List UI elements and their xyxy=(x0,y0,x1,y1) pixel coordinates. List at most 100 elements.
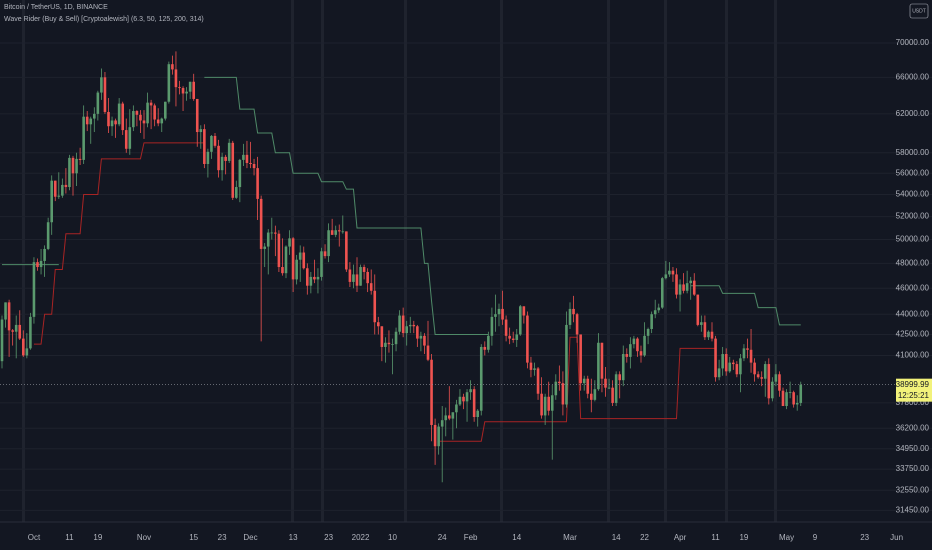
candle-body xyxy=(355,274,359,286)
stripe xyxy=(22,0,25,522)
candle-body xyxy=(25,348,29,356)
candle-body xyxy=(685,283,689,291)
candle-body xyxy=(50,180,53,223)
candle-body xyxy=(572,308,575,315)
candle-body xyxy=(327,230,330,257)
candle-body xyxy=(604,378,607,388)
candle-body xyxy=(426,345,430,360)
candle-body xyxy=(590,393,593,400)
candle-body xyxy=(487,335,490,350)
y-tick-label: 54000.00 xyxy=(896,190,930,199)
y-tick-label: 58000.00 xyxy=(896,148,930,157)
candle-body xyxy=(401,315,405,334)
candle-body xyxy=(114,120,117,125)
y-tick-label: 46000.00 xyxy=(896,283,930,292)
x-tick-label: 23 xyxy=(218,533,227,542)
candle-body xyxy=(760,377,763,379)
candle-body xyxy=(107,111,110,127)
stripe xyxy=(607,0,610,522)
candle-body xyxy=(252,163,256,169)
x-tick-label: 9 xyxy=(813,533,818,542)
candle-body xyxy=(142,120,146,124)
x-tick-label: 11 xyxy=(711,533,720,542)
candle-body xyxy=(43,248,46,261)
candle-body xyxy=(213,135,217,146)
candle-body xyxy=(508,335,511,339)
candle-body xyxy=(700,322,703,325)
candle-body xyxy=(235,187,238,198)
candle-body xyxy=(494,314,497,317)
candle-body xyxy=(735,364,739,375)
stripe xyxy=(725,0,728,522)
stripe xyxy=(404,0,407,522)
y-tick-label: 56000.00 xyxy=(896,168,930,177)
candle-body xyxy=(607,387,611,389)
chart-title: Bitcoin / TetherUS, 1D, BINANCE xyxy=(4,4,108,11)
x-tick-label: 24 xyxy=(438,533,447,542)
candle-body xyxy=(462,396,465,402)
candle-body xyxy=(242,154,245,160)
candle-body xyxy=(437,426,440,447)
x-tick-label: Oct xyxy=(28,533,41,542)
candle-body xyxy=(526,315,529,363)
candle-body xyxy=(96,92,100,114)
y-tick-label: 36200.00 xyxy=(896,423,930,432)
candle-body xyxy=(64,184,68,188)
candle-body xyxy=(547,396,550,411)
candle-body xyxy=(369,283,373,291)
candle-body xyxy=(82,116,85,160)
candle-body xyxy=(320,251,323,277)
x-tick-label: 2022 xyxy=(352,533,370,542)
candle-body xyxy=(792,392,795,405)
candle-body xyxy=(742,348,746,359)
candle-body xyxy=(71,157,75,174)
candle-body xyxy=(629,344,632,357)
candle-body xyxy=(139,114,142,121)
candle-body xyxy=(192,81,195,99)
y-tick-label: 33750.00 xyxy=(896,464,930,473)
candle-body xyxy=(245,154,249,163)
candle-body xyxy=(582,378,586,384)
x-tick-label: 15 xyxy=(189,533,198,542)
candle-body xyxy=(387,342,391,345)
candle-body xyxy=(440,420,444,427)
candle-body xyxy=(785,392,788,407)
candle-body xyxy=(451,412,455,419)
candle-body xyxy=(0,319,4,362)
candle-body xyxy=(416,326,419,339)
candle-body xyxy=(565,324,568,405)
x-tick-label: 19 xyxy=(739,533,748,542)
y-tick-label: 52000.00 xyxy=(896,212,930,221)
candle-body xyxy=(366,271,369,284)
currency-box xyxy=(909,3,929,19)
indicator-line xyxy=(2,76,801,335)
y-tick-label: 70000.00 xyxy=(896,38,930,47)
candle-body xyxy=(270,232,274,234)
x-tick-label: 23 xyxy=(860,533,869,542)
candle-body xyxy=(4,302,7,320)
y-tick-label: 50000.00 xyxy=(896,235,930,244)
candle-body xyxy=(767,364,771,399)
x-tick-label: 19 xyxy=(93,533,102,542)
axes: 70000.00 66000.00 62000.00 58000.00 56000.00… xyxy=(0,38,932,542)
x-tick-label: 22 xyxy=(640,533,649,542)
candle-body xyxy=(206,151,210,164)
candle-body xyxy=(558,381,561,384)
candle-body xyxy=(721,354,724,369)
last-price-box xyxy=(896,378,932,402)
candle-body xyxy=(643,335,646,356)
candle-body xyxy=(167,64,171,102)
candle-body xyxy=(710,331,714,339)
candle-body xyxy=(174,69,178,88)
candle-body xyxy=(405,326,408,334)
candle-body xyxy=(171,64,174,70)
candle-body xyxy=(476,410,479,418)
candle-body xyxy=(259,198,263,249)
candle-body xyxy=(696,294,700,325)
candle-body xyxy=(316,276,320,280)
x-tick-label: 14 xyxy=(612,533,621,542)
candle-body xyxy=(692,280,696,295)
candle-body xyxy=(93,113,96,119)
